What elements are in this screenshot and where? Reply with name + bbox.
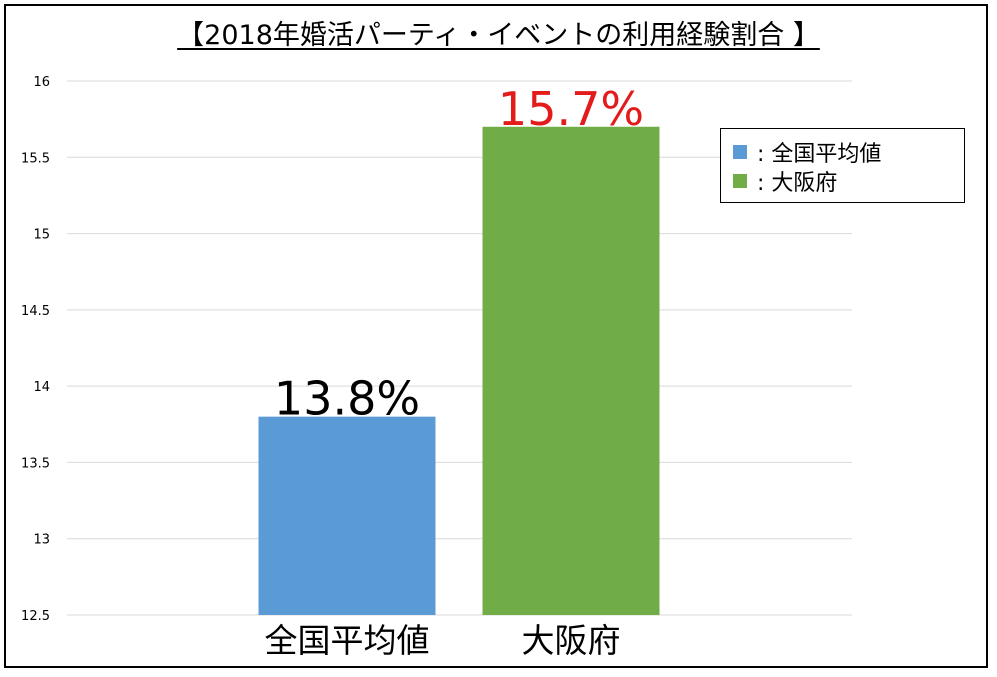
legend-swatch-national <box>733 144 747 159</box>
legend-item-osaka: : 大阪府 <box>733 166 964 196</box>
chart-legend: : 全国平均値 : 大阪府 <box>720 128 965 203</box>
y-tick-label-0: 12.5 <box>21 609 50 624</box>
y-tick-label-1: 13 <box>33 533 50 548</box>
legend-label-national: : 全国平均値 <box>757 141 882 167</box>
legend-label-osaka: : 大阪府 <box>757 170 838 196</box>
x-tick-label-0: 全国平均値 <box>265 621 430 660</box>
y-tick-label-5: 15 <box>33 228 50 243</box>
legend-swatch-osaka <box>733 173 747 188</box>
y-tick-label-2: 13.5 <box>21 456 50 471</box>
data-label-0: 13.8% <box>274 372 420 426</box>
bar-1 <box>482 126 660 616</box>
y-tick-label-7: 16 <box>33 75 50 90</box>
x-tick-label-1: 大阪府 <box>522 621 621 660</box>
y-tick-label-3: 14 <box>33 380 50 395</box>
y-tick-label-6: 15.5 <box>21 151 50 166</box>
legend-item-national-average: : 全国平均値 <box>733 137 964 167</box>
data-label-1: 15.7% <box>498 82 644 136</box>
y-tick-label-4: 14.5 <box>21 304 50 319</box>
chart-title: 【2018年婚活パーティ・イベントの利用経験割合 】 <box>177 20 820 51</box>
bar-0 <box>258 416 436 615</box>
